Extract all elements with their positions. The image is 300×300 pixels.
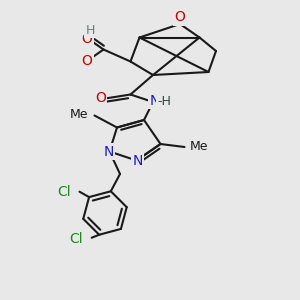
Text: O: O — [82, 54, 92, 68]
Text: N: N — [149, 94, 160, 108]
Text: H: H — [85, 24, 95, 37]
Text: -H: -H — [158, 94, 171, 108]
Text: O: O — [95, 92, 106, 105]
Text: N: N — [103, 145, 114, 158]
Text: Me: Me — [190, 140, 208, 153]
Text: O: O — [175, 11, 185, 24]
Text: N: N — [132, 154, 142, 168]
Text: Me: Me — [70, 107, 88, 121]
Text: O: O — [82, 32, 92, 46]
Text: Cl: Cl — [58, 185, 71, 199]
Text: Cl: Cl — [69, 232, 83, 246]
